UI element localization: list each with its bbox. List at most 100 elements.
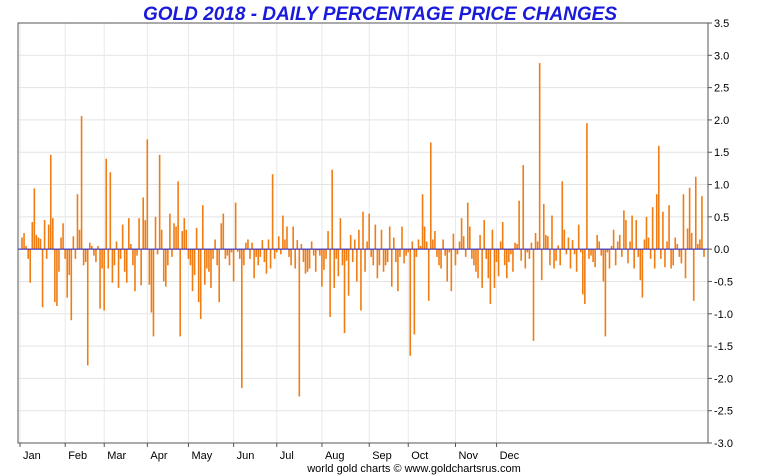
bar [66,249,68,298]
bar [226,249,229,256]
bar [407,249,409,253]
bar [277,236,280,250]
bar [201,205,204,250]
bar [567,237,570,250]
bar [432,239,434,250]
bar [228,249,231,266]
bar [255,249,257,257]
bar [308,249,311,269]
bar [39,238,42,250]
bar [115,241,118,250]
y-tick-label: -2.0 [714,373,733,385]
bar [596,234,598,250]
bar [456,249,459,255]
bar [197,249,200,303]
bar [592,249,594,263]
bar [625,220,627,250]
bar [647,237,650,250]
bar [171,249,173,257]
bar [351,249,354,263]
bar [528,249,531,259]
bar [499,241,502,250]
y-tick-label: -2.5 [714,406,733,418]
bar [380,229,383,250]
bar [503,249,506,266]
x-tick-label: Oct [411,450,428,462]
bar [393,237,395,250]
bar [549,249,551,266]
bar [335,249,338,259]
bar [119,249,122,259]
bar [442,239,444,250]
bar [579,249,582,253]
bar [434,231,436,250]
bar [635,220,638,250]
bar [349,234,352,250]
bar [60,237,62,250]
bar [164,249,167,287]
bar [52,218,54,250]
y-tick-label: 2.0 [714,115,729,127]
bar [621,249,623,257]
bar [23,233,25,250]
bar [553,249,555,269]
bar [193,249,196,275]
bar [429,142,432,250]
bar [516,243,518,250]
bar [160,229,163,250]
bar [241,249,243,389]
x-tick-label: Sep [372,450,392,462]
bar [319,249,321,256]
bar [678,249,681,257]
y-tick-label: 0.5 [714,212,729,224]
bar [78,229,81,250]
bar [62,223,64,250]
bar [606,249,609,253]
bar [245,242,247,250]
bar [690,233,693,250]
bar [136,249,138,256]
bar [512,249,514,272]
bar [460,218,463,250]
bar [249,249,251,259]
bar [542,203,545,250]
bar [177,181,179,250]
bar [224,249,227,259]
bar [341,249,344,266]
bar [236,249,239,252]
bar [294,249,297,269]
bar [612,229,615,250]
bar [382,249,385,272]
bar [273,249,276,259]
bar [68,249,71,275]
bar [41,249,44,308]
bar [132,249,134,266]
bar [692,249,695,301]
bar [353,239,356,250]
bar [72,236,75,250]
bar [641,249,644,298]
bar [399,249,401,257]
bar [372,249,375,266]
bar [214,239,216,250]
x-tick-label: Nov [458,450,478,462]
bar [189,249,192,266]
bar [590,249,592,256]
bar [452,233,455,250]
bar [697,243,699,250]
bar [384,249,387,266]
bar [167,249,169,266]
y-tick-label: 3.5 [714,18,729,30]
bar [508,249,510,263]
bar [524,249,527,269]
y-tick-label: 2.5 [714,83,729,95]
bar [138,218,140,250]
bar [565,249,568,255]
bar [551,215,553,250]
bar [325,249,327,259]
bar [33,188,36,250]
bar [195,227,198,250]
bar [409,249,412,356]
bar [448,249,451,253]
bar [99,249,101,309]
